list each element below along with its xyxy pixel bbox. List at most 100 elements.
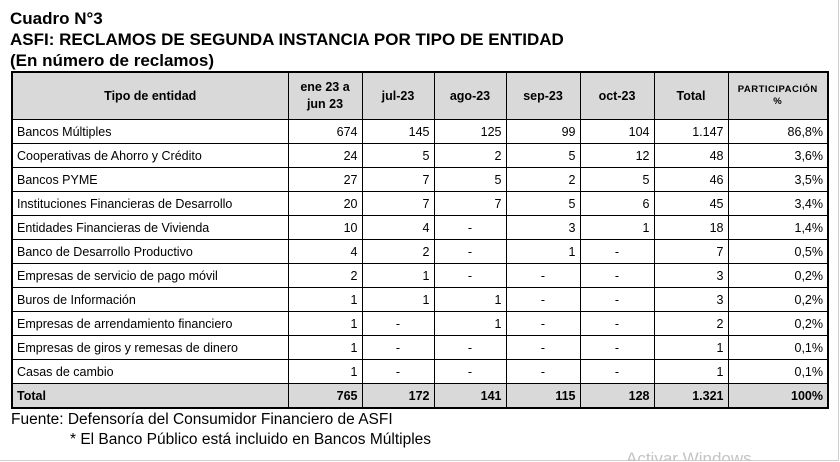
value-cell: 3,6% bbox=[727, 143, 829, 168]
value-cell: - bbox=[505, 287, 581, 312]
value-cell: 115 bbox=[505, 383, 581, 409]
value-cell: 5 bbox=[505, 143, 581, 168]
entity-name-cell: Total bbox=[11, 383, 289, 409]
value-cell: 1 bbox=[579, 215, 655, 240]
col-header-sep: sep-23 bbox=[505, 71, 581, 120]
os-watermark: Activar Windows bbox=[626, 449, 752, 461]
value-cell: 2 bbox=[287, 263, 363, 288]
table-row: Bancos PYME 27 7 5 2 5 46 3,5% bbox=[11, 167, 829, 192]
value-cell: 0,2% bbox=[727, 311, 829, 336]
value-cell: 0,1% bbox=[727, 335, 829, 360]
value-cell: 765 bbox=[287, 383, 363, 409]
col-header-entity: Tipo de entidad bbox=[11, 71, 289, 120]
table-subtitle: (En número de reclamos) bbox=[10, 51, 215, 70]
value-cell: 674 bbox=[287, 119, 363, 144]
entity-name-cell: Bancos Múltiples bbox=[11, 119, 289, 144]
value-cell: 46 bbox=[653, 167, 729, 192]
table-row: Empresas de servicio de pago móvil 2 1- - -3… bbox=[11, 263, 829, 288]
value-cell: - bbox=[579, 311, 655, 336]
value-cell: 1 bbox=[287, 311, 363, 336]
source-note: Fuente: Defensoría del Consumidor Financ… bbox=[11, 411, 393, 428]
value-cell: - bbox=[361, 335, 435, 360]
table-row: Empresas de arrendamiento financiero 1-1-… bbox=[11, 311, 829, 336]
value-cell: 3 bbox=[505, 215, 581, 240]
value-cell: 18 bbox=[653, 215, 729, 240]
value-cell: 2 bbox=[505, 167, 581, 192]
value-cell: 1 bbox=[361, 287, 435, 312]
value-cell: 5 bbox=[361, 143, 435, 168]
value-cell: 145 bbox=[361, 119, 435, 144]
value-cell: 1.147 bbox=[653, 119, 729, 144]
value-cell: 1 bbox=[505, 239, 581, 264]
value-cell: - bbox=[579, 287, 655, 312]
value-cell: 3 bbox=[653, 287, 729, 312]
value-cell: - bbox=[433, 239, 507, 264]
value-cell: 10 bbox=[287, 215, 363, 240]
entity-name-cell: Instituciones Financieras de Desarrollo bbox=[11, 191, 289, 216]
value-cell: 24 bbox=[287, 143, 363, 168]
col-header-share: PARTICIPACIÓN % bbox=[727, 71, 829, 120]
entity-name-cell: Casas de cambio bbox=[11, 359, 289, 384]
table-body: Bancos Múltiples 674 145 125 99 104 1.147 86,8%… bbox=[11, 119, 829, 409]
value-cell: 86,8% bbox=[727, 119, 829, 144]
claims-table: Tipo de entidad ene 23 a jun 23 jul-23 a… bbox=[11, 71, 829, 409]
value-cell: 172 bbox=[361, 383, 435, 409]
value-cell: 4 bbox=[361, 215, 435, 240]
value-cell: 3 bbox=[653, 263, 729, 288]
value-cell: 1,4% bbox=[727, 215, 829, 240]
value-cell: 128 bbox=[579, 383, 655, 409]
entity-name-cell: Entidades Financieras de Vivienda bbox=[11, 215, 289, 240]
value-cell: 99 bbox=[505, 119, 581, 144]
value-cell: 2 bbox=[653, 311, 729, 336]
value-cell: 5 bbox=[433, 167, 507, 192]
table-row: Entidades Financieras de Vivienda 10 4-3 1 1… bbox=[11, 215, 829, 240]
value-cell: 7 bbox=[361, 167, 435, 192]
value-cell: 0,1% bbox=[727, 359, 829, 384]
value-cell: 0,2% bbox=[727, 287, 829, 312]
entity-name-cell: Empresas de giros y remesas de dinero bbox=[11, 335, 289, 360]
value-cell: 7 bbox=[361, 191, 435, 216]
value-cell: - bbox=[505, 335, 581, 360]
value-cell: 4 bbox=[287, 239, 363, 264]
value-cell: - bbox=[433, 359, 507, 384]
entity-name-cell: Bancos PYME bbox=[11, 167, 289, 192]
value-cell: 3,5% bbox=[727, 167, 829, 192]
value-cell: - bbox=[433, 335, 507, 360]
value-cell: - bbox=[505, 311, 581, 336]
entity-name-cell: Buros de Información bbox=[11, 287, 289, 312]
entity-name-cell: Cooperativas de Ahorro y Crédito bbox=[11, 143, 289, 168]
value-cell: 45 bbox=[653, 191, 729, 216]
value-cell: - bbox=[433, 215, 507, 240]
value-cell: 0,2% bbox=[727, 263, 829, 288]
value-cell: 7 bbox=[653, 239, 729, 264]
value-cell: 12 bbox=[579, 143, 655, 168]
value-cell: 125 bbox=[433, 119, 507, 144]
footnote: * El Banco Público está incluido en Banc… bbox=[70, 431, 432, 448]
value-cell: 27 bbox=[287, 167, 363, 192]
table-title: ASFI: RECLAMOS DE SEGUNDA INSTANCIA POR … bbox=[10, 30, 564, 49]
value-cell: 2 bbox=[433, 143, 507, 168]
table-row: Cooperativas de Ahorro y Crédito 24 5 2 5 12 4… bbox=[11, 143, 829, 168]
value-cell: 48 bbox=[653, 143, 729, 168]
value-cell: 141 bbox=[433, 383, 507, 409]
value-cell: 1 bbox=[287, 287, 363, 312]
value-cell: 1.321 bbox=[653, 383, 729, 409]
header-row: Tipo de entidad ene 23 a jun 23 jul-23 a… bbox=[11, 71, 829, 120]
value-cell: 1 bbox=[287, 335, 363, 360]
value-cell: 100% bbox=[727, 383, 829, 409]
total-row: Total 765 172 141 115 128 1.321 100% bbox=[11, 383, 829, 409]
value-cell: 104 bbox=[579, 119, 655, 144]
col-header-jan-jun: ene 23 a jun 23 bbox=[287, 71, 363, 120]
value-cell: 5 bbox=[579, 167, 655, 192]
value-cell: - bbox=[579, 263, 655, 288]
value-cell: 1 bbox=[653, 359, 729, 384]
table-row: Empresas de giros y remesas de dinero 1- -… bbox=[11, 335, 829, 360]
table-number: Cuadro N°3 bbox=[10, 9, 103, 28]
value-cell: 5 bbox=[505, 191, 581, 216]
value-cell: 7 bbox=[433, 191, 507, 216]
value-cell: 20 bbox=[287, 191, 363, 216]
table-row: Buros de Información 1 1 1- -3 0,2% bbox=[11, 287, 829, 312]
title-block: Cuadro N°3 ASFI: RECLAMOS DE SEGUNDA INS… bbox=[10, 8, 564, 71]
table-row: Banco de Desarrollo Productivo 4 2-1-7 0,5% bbox=[11, 239, 829, 264]
